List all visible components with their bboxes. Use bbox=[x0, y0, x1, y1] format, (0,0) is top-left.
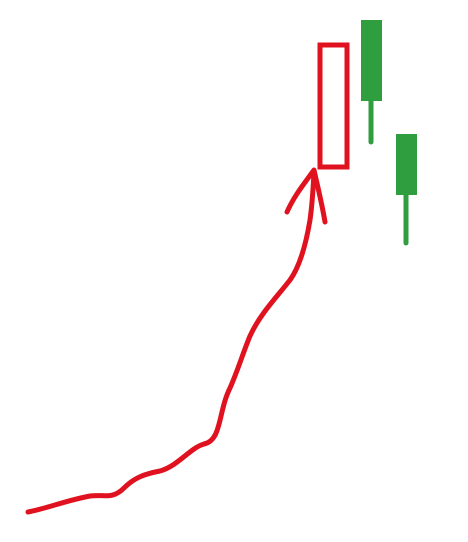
green-candle-lower-body bbox=[396, 134, 417, 195]
arrow-head bbox=[284, 167, 328, 225]
green-candle-upper-body bbox=[361, 20, 382, 101]
red-hollow-candle bbox=[317, 42, 350, 170]
uptrend-curve bbox=[25, 169, 317, 515]
green-candle-lower bbox=[396, 134, 417, 246]
green-candle-upper bbox=[361, 20, 382, 145]
